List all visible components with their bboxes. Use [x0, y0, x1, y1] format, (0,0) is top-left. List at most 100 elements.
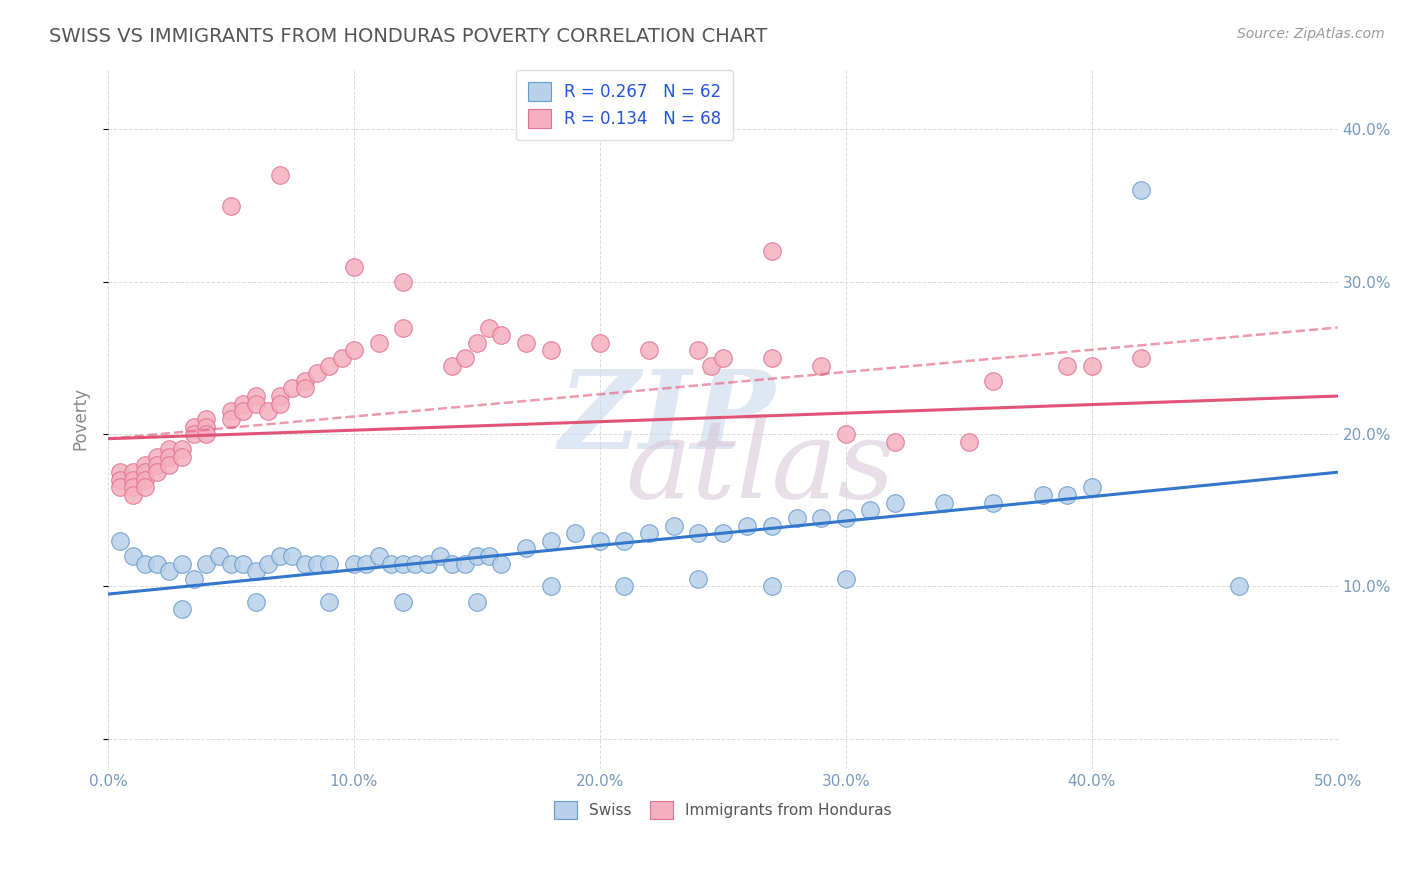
Point: [121, 465, 143, 479]
Point: [589, 533, 612, 548]
Point: [343, 343, 366, 358]
Point: [589, 335, 612, 350]
Point: [134, 473, 156, 487]
Point: [662, 518, 685, 533]
Point: [810, 511, 832, 525]
Point: [219, 404, 242, 418]
Point: [110, 533, 132, 548]
Point: [195, 427, 218, 442]
Point: [392, 320, 415, 334]
Point: [121, 488, 143, 502]
Point: [110, 473, 132, 487]
Point: [121, 473, 143, 487]
Point: [1056, 359, 1078, 373]
Point: [121, 549, 143, 563]
Point: [146, 557, 169, 571]
Point: [195, 412, 218, 426]
Point: [183, 572, 205, 586]
Point: [170, 442, 193, 457]
Point: [453, 351, 475, 365]
Point: [269, 549, 291, 563]
Point: [343, 260, 366, 274]
Point: [1129, 183, 1152, 197]
Point: [170, 450, 193, 464]
Point: [810, 359, 832, 373]
Point: [441, 359, 464, 373]
Point: [269, 397, 291, 411]
Point: [515, 335, 537, 350]
Point: [465, 595, 488, 609]
Point: [540, 580, 562, 594]
Point: [638, 526, 661, 541]
Point: [761, 518, 783, 533]
Point: [441, 557, 464, 571]
Point: [688, 526, 710, 541]
Point: [257, 404, 280, 418]
Point: [245, 389, 267, 403]
Point: [146, 458, 169, 472]
Point: [699, 359, 721, 373]
Point: [170, 557, 193, 571]
Point: [330, 351, 353, 365]
Point: [208, 549, 231, 563]
Point: [1080, 480, 1102, 494]
Text: SWISS VS IMMIGRANTS FROM HONDURAS POVERTY CORRELATION CHART: SWISS VS IMMIGRANTS FROM HONDURAS POVERT…: [49, 27, 768, 45]
Point: [981, 374, 1004, 388]
Point: [416, 557, 439, 571]
Point: [318, 595, 340, 609]
Point: [491, 328, 513, 343]
Point: [281, 549, 304, 563]
Point: [245, 595, 267, 609]
Point: [761, 580, 783, 594]
Point: [465, 549, 488, 563]
Point: [343, 557, 366, 571]
Point: [170, 602, 193, 616]
Point: [294, 557, 316, 571]
Point: [110, 480, 132, 494]
Point: [146, 465, 169, 479]
Point: [392, 595, 415, 609]
Point: [761, 244, 783, 259]
Point: [232, 557, 254, 571]
Point: [159, 442, 181, 457]
Point: [835, 572, 858, 586]
Point: [134, 480, 156, 494]
Point: [257, 557, 280, 571]
Point: [134, 557, 156, 571]
Point: [1031, 488, 1053, 502]
Point: [195, 419, 218, 434]
Point: [367, 335, 389, 350]
Point: [305, 366, 328, 380]
Point: [711, 351, 734, 365]
Text: ZIP: ZIP: [560, 365, 776, 473]
Point: [245, 564, 267, 578]
Point: [564, 526, 586, 541]
Point: [392, 557, 415, 571]
Point: [613, 580, 636, 594]
Point: [711, 526, 734, 541]
Y-axis label: Poverty: Poverty: [72, 387, 89, 450]
Point: [269, 389, 291, 403]
Point: [688, 343, 710, 358]
Point: [305, 557, 328, 571]
Point: [478, 549, 501, 563]
Point: [159, 564, 181, 578]
Point: [281, 381, 304, 395]
Point: [884, 434, 907, 449]
Point: [737, 518, 759, 533]
Legend: Swiss, Immigrants from Honduras: Swiss, Immigrants from Honduras: [548, 795, 898, 825]
Point: [515, 541, 537, 556]
Point: [392, 275, 415, 289]
Point: [786, 511, 808, 525]
Point: [835, 511, 858, 525]
Point: [835, 427, 858, 442]
Point: [367, 549, 389, 563]
Point: [354, 557, 377, 571]
Point: [1080, 359, 1102, 373]
Point: [269, 168, 291, 182]
Point: [453, 557, 475, 571]
Point: [294, 381, 316, 395]
Point: [121, 480, 143, 494]
Point: [134, 458, 156, 472]
Point: [1129, 351, 1152, 365]
